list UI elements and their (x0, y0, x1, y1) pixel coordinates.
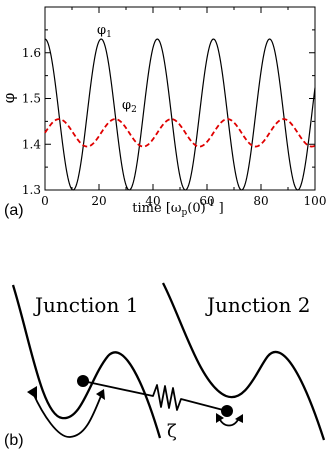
y-tick-label: 1.5 (22, 92, 41, 106)
junction-1-potential-curve (11, 284, 162, 439)
series-label-phi2: φ2 (122, 98, 137, 115)
y-tick-label: 1.4 (22, 137, 41, 151)
junction-2-potential-curve (161, 282, 326, 441)
phase-chart: 0 20 40 60 80 100 1.3 1.4 1.5 1.6 φ time [ωp(0)-1… (0, 6, 327, 219)
x-axis-label: time [ωp(0)-1 ] (132, 199, 223, 218)
x-tick-label: 40 (145, 194, 160, 208)
coupling-spring (82, 380, 228, 412)
junction-1-arrowhead-right-icon (96, 389, 105, 400)
tick-labels: 0 20 40 60 80 100 1.3 1.4 1.5 1.6 (22, 46, 327, 208)
series-label-phi1: φ1 (97, 23, 112, 40)
x-tick-label: 20 (91, 194, 106, 208)
panel-label-b: (b) (4, 432, 24, 449)
y-axis-label: φ (0, 93, 18, 104)
junction-1-particle (77, 375, 89, 387)
series-line-1 (44, 38, 316, 191)
y-tick-label: 1.6 (22, 46, 41, 60)
junction-2-particle (221, 405, 233, 417)
junction-1-label: Junction 1 (33, 293, 138, 317)
coupled-junctions-schematic: Junction 1 Junction 2 ζ (b) (4, 282, 326, 449)
x-tick-label: 0 (41, 194, 49, 208)
junction-1-arrowhead-left-icon (27, 386, 37, 399)
junction-2-label: Junction 2 (205, 293, 310, 317)
x-tick-label: 60 (199, 194, 214, 208)
x-tick-label: 80 (253, 194, 268, 208)
series-line-2 (44, 118, 316, 148)
x-tick-label: 100 (304, 194, 327, 208)
y-tick-label: 1.3 (22, 183, 41, 197)
junction-2-arrowhead-right-icon (235, 414, 243, 423)
coupling-constant-label: ζ (167, 421, 177, 442)
axis-ticks (44, 7, 316, 191)
plot-frame (44, 6, 316, 191)
series-layer (44, 38, 316, 191)
panel-label-a: (a) (4, 202, 24, 219)
junction-1-oscillation-arrow (32, 392, 102, 438)
junction-2-arrowhead-left-icon (216, 413, 224, 423)
